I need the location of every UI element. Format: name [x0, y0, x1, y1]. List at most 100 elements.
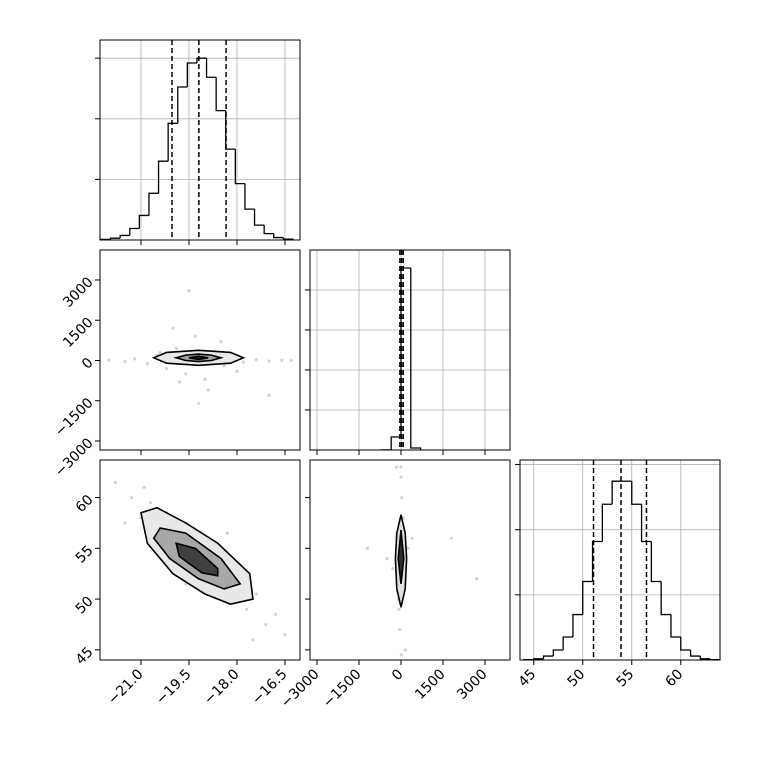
scatter-point [241, 360, 245, 364]
scatter-point [148, 501, 153, 505]
y-tick-label: 50 [73, 593, 97, 617]
panel-frame [99, 459, 301, 661]
hist-bin [119, 234, 130, 239]
scatter-point [177, 380, 181, 384]
scatter-point [113, 480, 117, 484]
scatter-point [132, 357, 137, 361]
x-tick-label: −19.5 [153, 666, 195, 708]
y-tick-label: 0 [79, 355, 97, 373]
hist-bin [562, 636, 573, 650]
y-tick-label: 45 [73, 644, 97, 668]
hist-bin [670, 614, 681, 638]
hist-bin [552, 649, 564, 657]
scatter-point [390, 567, 395, 571]
y-tick-label: −1500 [52, 395, 97, 440]
x-tick-label: 60 [663, 666, 687, 690]
x-tick-label: 0 [389, 666, 407, 684]
scatter-point [399, 653, 403, 657]
hist-bin [273, 233, 284, 239]
scatter-point [399, 475, 403, 479]
scatter-point [400, 495, 404, 500]
scatter-point [273, 612, 277, 616]
x-tick-label: 50 [564, 666, 588, 690]
hist-bin [390, 436, 401, 450]
panel-frame [309, 249, 511, 451]
scatter-point [406, 546, 410, 550]
scatter-point [219, 340, 223, 344]
scatter-point [254, 358, 258, 362]
scatter-point [107, 358, 111, 362]
y-tick-label: −3000 [52, 435, 97, 480]
y-tick-label: 1500 [60, 315, 97, 352]
scatter-point [158, 350, 162, 355]
scatter-point [164, 366, 169, 371]
hist-bin [680, 636, 691, 651]
hist-bin [167, 122, 178, 162]
scatter-point [203, 377, 207, 381]
x-tick-label: 1500 [412, 666, 449, 703]
hist-bin [263, 225, 274, 235]
scatter-point [474, 577, 479, 581]
scatter-point [123, 359, 127, 364]
scatter-point [398, 627, 402, 632]
hist-bin [660, 581, 671, 616]
hist-bin [148, 192, 159, 216]
hist-bin [601, 503, 613, 542]
scatter-point [142, 485, 146, 490]
scatter-point [184, 372, 188, 376]
scatter-point [394, 465, 399, 469]
scatter-point [187, 289, 191, 293]
scatter-point [283, 633, 287, 637]
scatter-point [235, 369, 239, 373]
hist-bin [591, 540, 603, 582]
hist-bin [186, 62, 197, 87]
x-tick-label: 3000 [454, 666, 491, 703]
hist-bin [699, 656, 711, 660]
hist-bin [225, 110, 236, 150]
scatter-point [289, 358, 293, 363]
scatter-point [399, 465, 403, 469]
scatter-point [222, 364, 226, 368]
scatter-point [254, 592, 258, 596]
hist-bin [640, 504, 652, 543]
x-tick-label: −18.0 [201, 666, 243, 708]
hist-bin [234, 149, 245, 185]
contour [175, 542, 219, 577]
scatter-point [385, 556, 389, 561]
hist-bin [157, 160, 169, 194]
hist-bin [631, 481, 642, 505]
hist-bin [611, 480, 622, 505]
scatter-point [410, 536, 414, 540]
x-tick-label: 45 [515, 666, 539, 690]
hist-bin [177, 86, 188, 124]
scatter-point [129, 495, 133, 500]
hist-bin [689, 650, 701, 657]
scatter-point [397, 607, 401, 611]
hist-bin [196, 57, 207, 64]
x-tick-label: −21.0 [105, 666, 147, 708]
y-tick-label: 3000 [60, 274, 97, 311]
scatter-point [174, 346, 178, 351]
hist-bin [129, 227, 140, 236]
scatter-point [365, 546, 369, 550]
hist-bin [582, 580, 593, 615]
scatter-point [251, 638, 255, 642]
scatter-point [193, 334, 197, 338]
scatter-point [196, 401, 201, 406]
scatter-point [123, 521, 127, 525]
contour [188, 355, 209, 361]
scatter-point [225, 531, 229, 535]
scatter-point [267, 393, 271, 397]
y-tick-label: 60 [73, 492, 97, 516]
panel-frame [309, 459, 511, 661]
hist-bin [650, 541, 662, 583]
scatter-point [267, 359, 271, 363]
scatter-point [145, 362, 149, 366]
hist-bin [215, 77, 226, 112]
x-tick-label: −1500 [320, 666, 365, 711]
panel-frame [99, 249, 301, 451]
scatter-point [403, 648, 407, 652]
scatter-point [280, 358, 284, 362]
x-tick-label: 55 [614, 666, 638, 690]
